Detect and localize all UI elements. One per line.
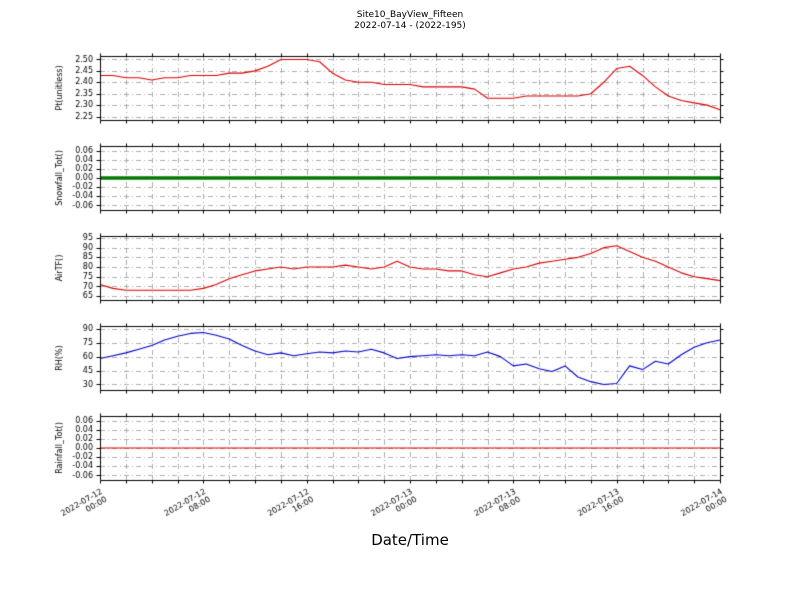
x-axis-label: Date/Time [371,531,449,549]
